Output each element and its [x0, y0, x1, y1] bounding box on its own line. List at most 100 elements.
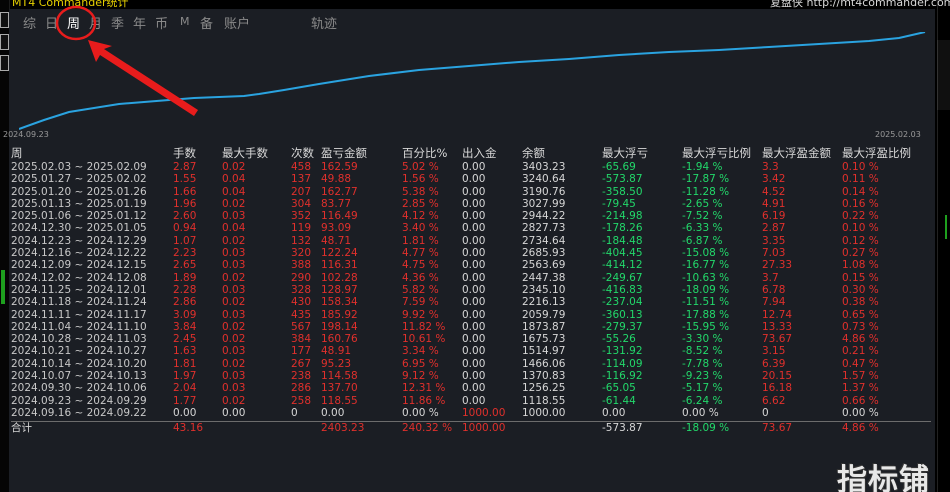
table-row[interactable]: 2024.12.23 ~ 2024.12.29 1.07 0.02 132 48.71 1… [11, 235, 931, 247]
total-cell-percent: 240.32 % [402, 422, 453, 435]
cell-lots: 2.60 [173, 210, 197, 223]
cell-lots: 2.87 [173, 161, 197, 173]
tab-quarter[interactable]: 季 [111, 17, 125, 32]
table-row[interactable]: 2024.11.18 ~ 2024.11.24 2.86 0.02 430 158.34… [11, 296, 931, 308]
header-deposit[interactable]: 出入金 [462, 146, 497, 160]
table-row[interactable]: 2024.12.02 ~ 2024.12.08 1.89 0.02 290 102.28… [11, 272, 931, 284]
cell-lots: 0.00 [173, 406, 197, 419]
cell-max-float-profit-ratio: 0.65 % [842, 308, 879, 321]
cell-percent: 9.12 % [402, 370, 439, 383]
cell-count: 352 [291, 210, 312, 223]
cell-count: 286 [291, 382, 312, 395]
table-row[interactable]: 2024.10.21 ~ 2024.10.27 1.63 0.03 177 48.91 3… [11, 345, 931, 357]
table-row[interactable]: 2025.01.27 ~ 2025.02.02 1.55 0.04 137 49.88 1… [11, 173, 931, 185]
cell-max-float-profit-ratio: 0.11 % [842, 173, 879, 186]
cell-balance: 1118.55 [522, 394, 566, 407]
table-row[interactable]: 2024.10.07 ~ 2024.10.13 1.97 0.03 238 114.58… [11, 370, 931, 382]
cell-max-lots: 0.03 [222, 247, 246, 260]
copyright-link[interactable]: 复盘侠 http://mt4commander.com [770, 0, 950, 9]
cell-count: 177 [291, 345, 312, 358]
cell-percent: 4.77 % [402, 247, 439, 260]
header-max-float-profit-ratio[interactable]: 最大浮盈比例 [842, 146, 911, 160]
cell-deposit: 0.00 [462, 185, 486, 198]
table-row[interactable]: 2025.01.06 ~ 2025.01.12 2.60 0.03 352 116.49… [11, 210, 931, 222]
header-percent[interactable]: 百分比% [402, 146, 448, 160]
cell-max-float-profit: 7.03 [762, 247, 786, 260]
tab-week[interactable]: 周 [67, 17, 81, 32]
cell-deposit: 1000.00 [462, 406, 506, 419]
table-row[interactable]: 2024.12.09 ~ 2024.12.15 2.65 0.03 388 116.31… [11, 259, 931, 271]
tab-note[interactable]: 备 [200, 17, 214, 32]
cell-max-lots: 0.03 [222, 259, 246, 272]
cell-max-lots: 0.02 [222, 357, 246, 370]
cell-period: 2024.09.16 ~ 2024.09.22 [11, 406, 147, 419]
tab-month[interactable]: 月 [89, 17, 103, 32]
cell-max-float-loss-ratio: -10.63 % [682, 271, 730, 284]
cell-max-float-profit-ratio: 0.16 % [842, 197, 879, 210]
cell-max-float-loss: -79.45 [602, 197, 636, 210]
total-cell-deposit: 1000.00 [462, 422, 506, 435]
table-row[interactable]: 2024.10.28 ~ 2024.11.03 2.45 0.02 384 160.76… [11, 333, 931, 345]
tab-day[interactable]: 日 [45, 17, 59, 32]
cell-lots: 2.04 [173, 382, 197, 395]
cell-lots: 3.09 [173, 308, 197, 321]
cell-deposit: 0.00 [462, 173, 486, 186]
tab-account[interactable]: 账户 [224, 17, 251, 32]
tab-year[interactable]: 年 [133, 17, 147, 32]
table-row[interactable]: 2024.09.30 ~ 2024.10.06 2.04 0.03 286 137.70… [11, 382, 931, 394]
toolbar-toggle-1[interactable] [0, 12, 9, 28]
cell-max-lots: 0.02 [222, 234, 246, 247]
table-row[interactable]: 2024.11.25 ~ 2024.12.01 2.28 0.03 328 128.97… [11, 284, 931, 296]
header-count[interactable]: 次数 [291, 146, 314, 160]
header-max-lots[interactable]: 最大手数 [222, 146, 268, 160]
table-row[interactable]: 2024.11.11 ~ 2024.11.17 3.09 0.03 435 185.92… [11, 309, 931, 321]
tab-overview[interactable]: 综 [23, 17, 37, 32]
cell-profit: 162.59 [321, 161, 358, 173]
table-row[interactable]: 2025.01.13 ~ 2025.01.19 1.96 0.02 304 83.77 2… [11, 198, 931, 210]
cell-max-float-profit-ratio: 4.86 % [842, 333, 879, 346]
table-row[interactable]: 2024.12.30 ~ 2025.01.05 0.94 0.04 119 93.09 3… [11, 222, 931, 234]
tab-magic[interactable]: M [180, 15, 190, 28]
cell-profit: 122.24 [321, 247, 358, 260]
table-row[interactable]: 2024.12.16 ~ 2024.12.22 2.23 0.03 320 122.24… [11, 247, 931, 259]
cell-balance: 1466.06 [522, 357, 566, 370]
header-max-float-loss-ratio[interactable]: 最大浮亏比例 [682, 146, 751, 160]
table-row[interactable]: 2025.01.20 ~ 2025.01.26 1.66 0.04 207 162.77… [11, 186, 931, 198]
cell-max-float-loss-ratio: -6.24 % [682, 394, 723, 407]
table-row[interactable]: 2025.02.03 ~ 2025.02.09 2.87 0.02 458 162.59… [11, 161, 931, 173]
cell-lots: 1.63 [173, 345, 197, 358]
cell-balance: 1675.73 [522, 333, 566, 346]
cell-percent: 10.61 % [402, 333, 446, 346]
cell-max-float-loss-ratio: -8.52 % [682, 345, 723, 358]
cell-count: 320 [291, 247, 312, 260]
table-row[interactable]: 2024.11.04 ~ 2024.11.10 3.84 0.02 567 198.14… [11, 321, 931, 333]
header-lots[interactable]: 手数 [173, 146, 196, 160]
header-max-float-loss[interactable]: 最大浮亏 [602, 146, 648, 160]
table-row[interactable]: 2024.09.16 ~ 2024.09.22 0.00 0.00 0 0.00 0.00… [11, 407, 931, 419]
tab-currency[interactable]: 币 [155, 17, 169, 32]
cell-profit: 0.00 [321, 406, 345, 419]
cell-period: 2025.01.20 ~ 2025.01.26 [11, 185, 147, 198]
cell-count: 567 [291, 320, 312, 333]
cell-max-float-profit-ratio: 0.22 % [842, 210, 879, 223]
table-row[interactable]: 2024.09.23 ~ 2024.09.29 1.77 0.02 258 118.55… [11, 395, 931, 407]
cell-max-float-loss: -573.87 [602, 173, 643, 186]
cell-max-float-profit-ratio: 0.38 % [842, 296, 879, 309]
header-max-float-profit[interactable]: 最大浮盈金额 [762, 146, 831, 160]
cell-period: 2025.02.03 ~ 2025.02.09 [11, 161, 147, 173]
cell-balance: 2734.64 [522, 234, 566, 247]
header-period[interactable]: 周 [11, 146, 23, 160]
cell-percent: 7.59 % [402, 296, 439, 309]
cell-profit: 160.76 [321, 333, 358, 346]
toolbar-toggle-2[interactable] [0, 34, 9, 50]
cell-max-float-loss: -65.05 [602, 382, 636, 395]
toolbar-toggle-3[interactable] [0, 55, 9, 71]
tab-trajectory[interactable]: 轨迹 [311, 17, 338, 32]
cell-count: 458 [291, 161, 312, 173]
header-balance[interactable]: 余额 [522, 146, 545, 160]
table-row[interactable]: 2024.10.14 ~ 2024.10.20 1.81 0.02 267 95.23 6… [11, 358, 931, 370]
header-profit[interactable]: 盈亏金额 [321, 146, 367, 160]
scrollbar-segment[interactable] [937, 40, 950, 110]
cell-max-float-profit-ratio: 0.66 % [842, 394, 879, 407]
